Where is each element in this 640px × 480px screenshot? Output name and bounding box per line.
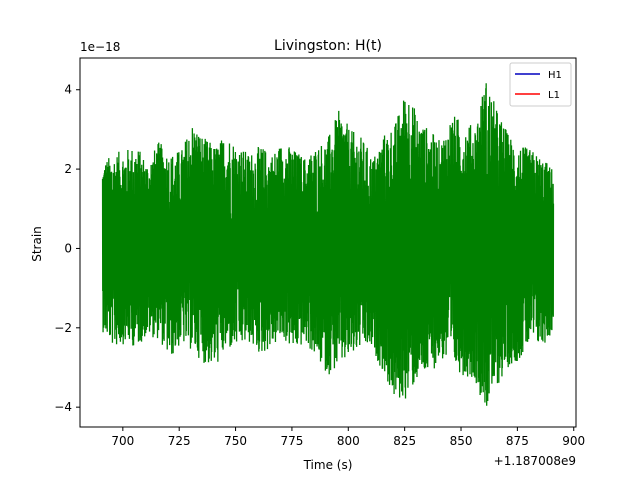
plot-area xyxy=(101,83,555,406)
legend-label-h1: H1 xyxy=(548,70,562,81)
y-axis-label: Strain xyxy=(30,226,44,262)
y-tick-label: −4 xyxy=(54,400,72,414)
x-axis-label: Time (s) xyxy=(303,458,353,472)
x-tick-label: 825 xyxy=(393,434,416,448)
y-tick-label: 2 xyxy=(64,162,72,176)
x-tick-label: 775 xyxy=(280,434,303,448)
y-tick-label: 4 xyxy=(64,83,72,97)
x-tick-label: 875 xyxy=(506,434,529,448)
x-tick-label: 750 xyxy=(224,434,247,448)
y-tick-label: 0 xyxy=(64,241,72,255)
legend: H1 L1 xyxy=(509,62,572,107)
x-axis-offset-label: +1.187008e9 xyxy=(494,454,576,468)
axes: 700 725 750 775 800 825 850 875 900 −4 −2 0 2 4 xyxy=(54,57,585,448)
x-tick-label: 850 xyxy=(450,434,473,448)
series-line-0 xyxy=(101,83,555,406)
y-axis-scale-label: 1e−18 xyxy=(80,40,120,54)
chart-title: Livingston: H(t) xyxy=(274,38,382,54)
legend-label-l1: L1 xyxy=(548,90,560,101)
x-tick-label: 800 xyxy=(337,434,360,448)
y-tick-label: −2 xyxy=(54,321,72,335)
x-tick-label: 725 xyxy=(168,434,191,448)
plot-frame xyxy=(79,57,577,428)
x-tick-label: 700 xyxy=(111,434,134,448)
x-tick-label: 900 xyxy=(562,434,585,448)
